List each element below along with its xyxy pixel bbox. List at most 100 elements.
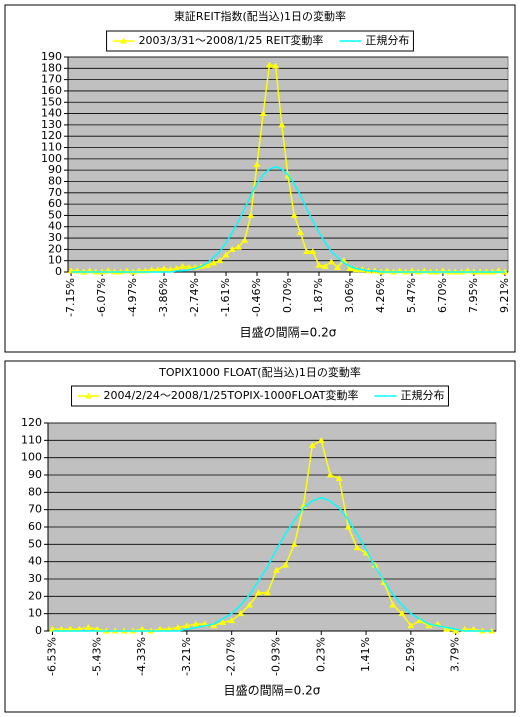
x-tick-label: -6.07%	[95, 278, 108, 317]
chart-title: TOPIX1000 FLOAT(配当込)1日の変動率	[158, 365, 361, 379]
y-tick-label: 50	[48, 208, 62, 221]
data-point	[253, 161, 261, 167]
data-point	[246, 601, 254, 608]
y-tick-label: 180	[41, 61, 62, 74]
x-tick-label: 0.70%	[281, 278, 294, 313]
y-tick-label: 70	[28, 503, 42, 516]
legend	[71, 385, 449, 407]
x-tick-label: 3.79%	[449, 637, 462, 672]
x-tick-label: 4.26%	[374, 278, 387, 313]
series-line	[71, 165, 505, 273]
data-point	[327, 258, 335, 265]
data-point	[210, 259, 218, 266]
data-point	[278, 121, 286, 128]
data-point	[160, 265, 168, 272]
data-point	[203, 261, 211, 268]
y-tick-label: 130	[41, 118, 62, 131]
data-point	[334, 263, 342, 270]
data-point	[241, 236, 249, 243]
y-tick-label: 0	[35, 624, 42, 637]
y-tick-label: 30	[28, 572, 42, 585]
x-tick-label: 7.95%	[467, 278, 480, 313]
x-tick-label: 2.59%	[404, 637, 417, 672]
y-tick-label: 60	[48, 197, 62, 210]
x-tick-label: -7.15%	[64, 278, 77, 317]
data-point	[303, 248, 311, 255]
x-tick-label: -3.86%	[157, 278, 170, 317]
data-point	[290, 211, 298, 218]
x-tick-label: -2.07%	[225, 637, 238, 676]
x-tick-label: 1.87%	[312, 278, 325, 313]
data-point	[346, 265, 354, 272]
data-point	[443, 625, 451, 632]
data-point	[290, 540, 298, 547]
y-tick-label: 160	[41, 84, 62, 97]
y-tick-label: 80	[28, 485, 42, 498]
data-point	[185, 263, 193, 270]
data-point	[174, 624, 182, 631]
data-point	[272, 62, 280, 69]
data-point	[179, 262, 187, 269]
x-tick-label: -4.97%	[126, 278, 139, 317]
data-point	[425, 622, 433, 629]
data-point	[272, 566, 280, 573]
data-point	[264, 589, 272, 596]
y-tick-label: 100	[41, 152, 62, 165]
data-point	[228, 245, 236, 252]
chart-title: 東証REIT指数(配当込)1日の変動率	[174, 9, 346, 23]
data-point	[317, 436, 325, 443]
x-tick-label: 0.23%	[314, 637, 327, 672]
data-point	[265, 61, 273, 68]
data-point	[255, 589, 263, 596]
x-tick-label: 3.06%	[343, 278, 356, 313]
series-line	[52, 496, 492, 632]
data-point	[154, 266, 162, 273]
data-point	[416, 617, 424, 624]
data-point	[234, 243, 242, 250]
y-tick-label: 140	[41, 107, 62, 120]
x-tick-label: 6.70%	[436, 278, 449, 313]
data-point	[216, 257, 224, 264]
legend-marker	[120, 37, 128, 44]
x-axis-title: 目盛の間隔=0.2σ	[224, 683, 321, 698]
y-tick-label: 50	[28, 537, 42, 550]
legend-label: 正規分布	[365, 33, 409, 47]
data-point	[228, 617, 236, 624]
x-tick-label: 5.47%	[405, 278, 418, 313]
plot-area	[67, 56, 509, 273]
data-point	[210, 622, 218, 629]
x-axis-title: 目盛の間隔=0.2σ	[240, 325, 337, 340]
y-tick-label: 0	[55, 265, 62, 278]
y-tick-label: 120	[41, 129, 62, 142]
y-tick-label: 30	[48, 231, 62, 244]
x-tick-label: -4.33%	[135, 637, 148, 676]
data-point	[172, 265, 180, 272]
x-tick-label: -1.61%	[219, 278, 232, 317]
data-point	[389, 601, 397, 608]
data-point	[247, 211, 255, 218]
data-point	[148, 266, 156, 273]
data-point	[326, 471, 334, 478]
x-tick-label: -0.46%	[250, 278, 263, 317]
data-point	[315, 261, 323, 268]
data-point	[296, 228, 304, 235]
x-tick-label: 1.41%	[359, 637, 372, 672]
y-tick-label: 70	[48, 186, 62, 199]
y-tick-label: 190	[41, 50, 62, 63]
legend-label: 2004/2/24～2008/1/25TOPIX-1000FLOAT変動率	[104, 388, 359, 402]
data-point	[222, 251, 230, 258]
x-tick-label: -5.43%	[90, 637, 103, 676]
data-point	[344, 523, 352, 530]
data-point	[281, 561, 289, 568]
y-tick-label: 100	[21, 451, 42, 464]
x-tick-label: -3.21%	[180, 637, 193, 676]
y-tick-label: 80	[48, 174, 62, 187]
y-tick-label: 40	[28, 555, 42, 568]
data-point	[309, 248, 317, 255]
x-tick-label: 9.21%	[498, 278, 511, 313]
y-tick-label: 40	[48, 220, 62, 233]
y-tick-label: 10	[48, 254, 62, 267]
data-point	[407, 622, 415, 629]
data-point	[192, 620, 200, 627]
